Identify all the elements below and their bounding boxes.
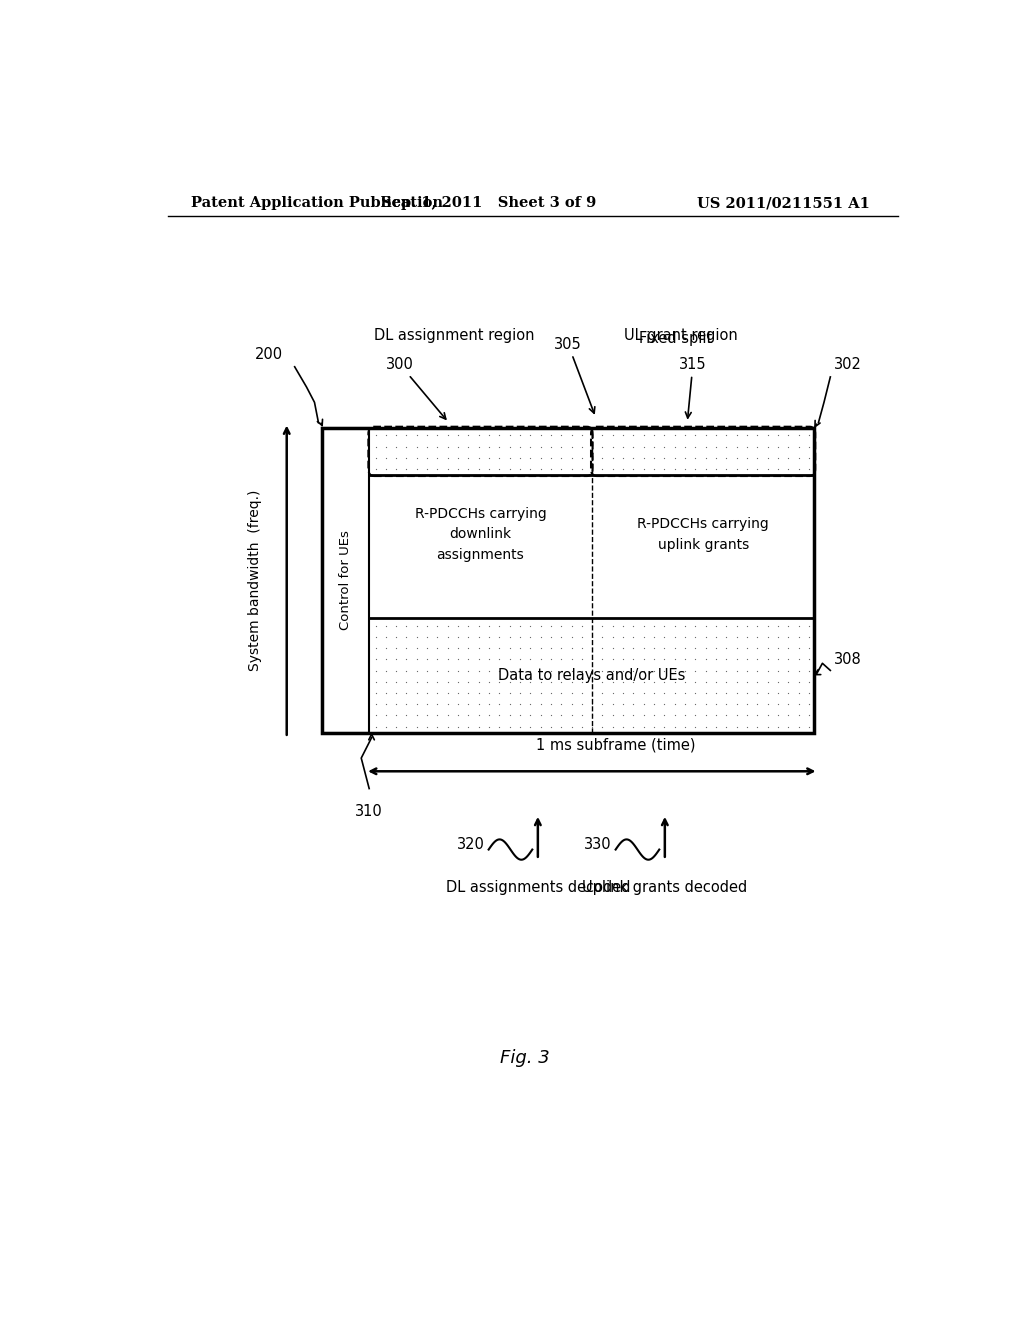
Text: UL grant region: UL grant region: [624, 329, 737, 343]
Text: 200: 200: [255, 347, 283, 362]
Bar: [370, 475, 814, 618]
Text: Data to relays and/or UEs: Data to relays and/or UEs: [498, 668, 685, 682]
Text: 308: 308: [835, 652, 862, 668]
Text: Fixed split: Fixed split: [639, 331, 713, 346]
Bar: [323, 428, 370, 733]
Text: 305: 305: [554, 337, 595, 413]
Text: R-PDCCHs carrying
downlink
assignments: R-PDCCHs carrying downlink assignments: [415, 507, 547, 562]
Text: Uplink grants decoded: Uplink grants decoded: [583, 880, 748, 895]
Text: Sep. 1, 2011   Sheet 3 of 9: Sep. 1, 2011 Sheet 3 of 9: [382, 197, 597, 210]
Text: 310: 310: [355, 804, 383, 818]
Text: System bandwidth  (freq.): System bandwidth (freq.): [248, 490, 262, 671]
Bar: [323, 428, 370, 733]
Bar: [323, 428, 814, 733]
Text: Fig. 3: Fig. 3: [500, 1049, 550, 1067]
Text: 315: 315: [679, 356, 707, 418]
Text: 330: 330: [584, 837, 611, 851]
Text: 302: 302: [835, 356, 862, 372]
Text: DL assignment region: DL assignment region: [374, 329, 535, 343]
Text: 320: 320: [457, 837, 484, 851]
Text: 300: 300: [386, 356, 445, 420]
Text: DL assignments decoded: DL assignments decoded: [445, 880, 630, 895]
Bar: [323, 428, 814, 733]
Text: 1 ms subframe (time): 1 ms subframe (time): [536, 738, 695, 752]
Text: R-PDCCHs carrying
uplink grants: R-PDCCHs carrying uplink grants: [637, 517, 769, 552]
Text: US 2011/0211551 A1: US 2011/0211551 A1: [697, 197, 870, 210]
Text: Control for UEs: Control for UEs: [339, 531, 352, 630]
Text: Patent Application Publication: Patent Application Publication: [191, 197, 443, 210]
